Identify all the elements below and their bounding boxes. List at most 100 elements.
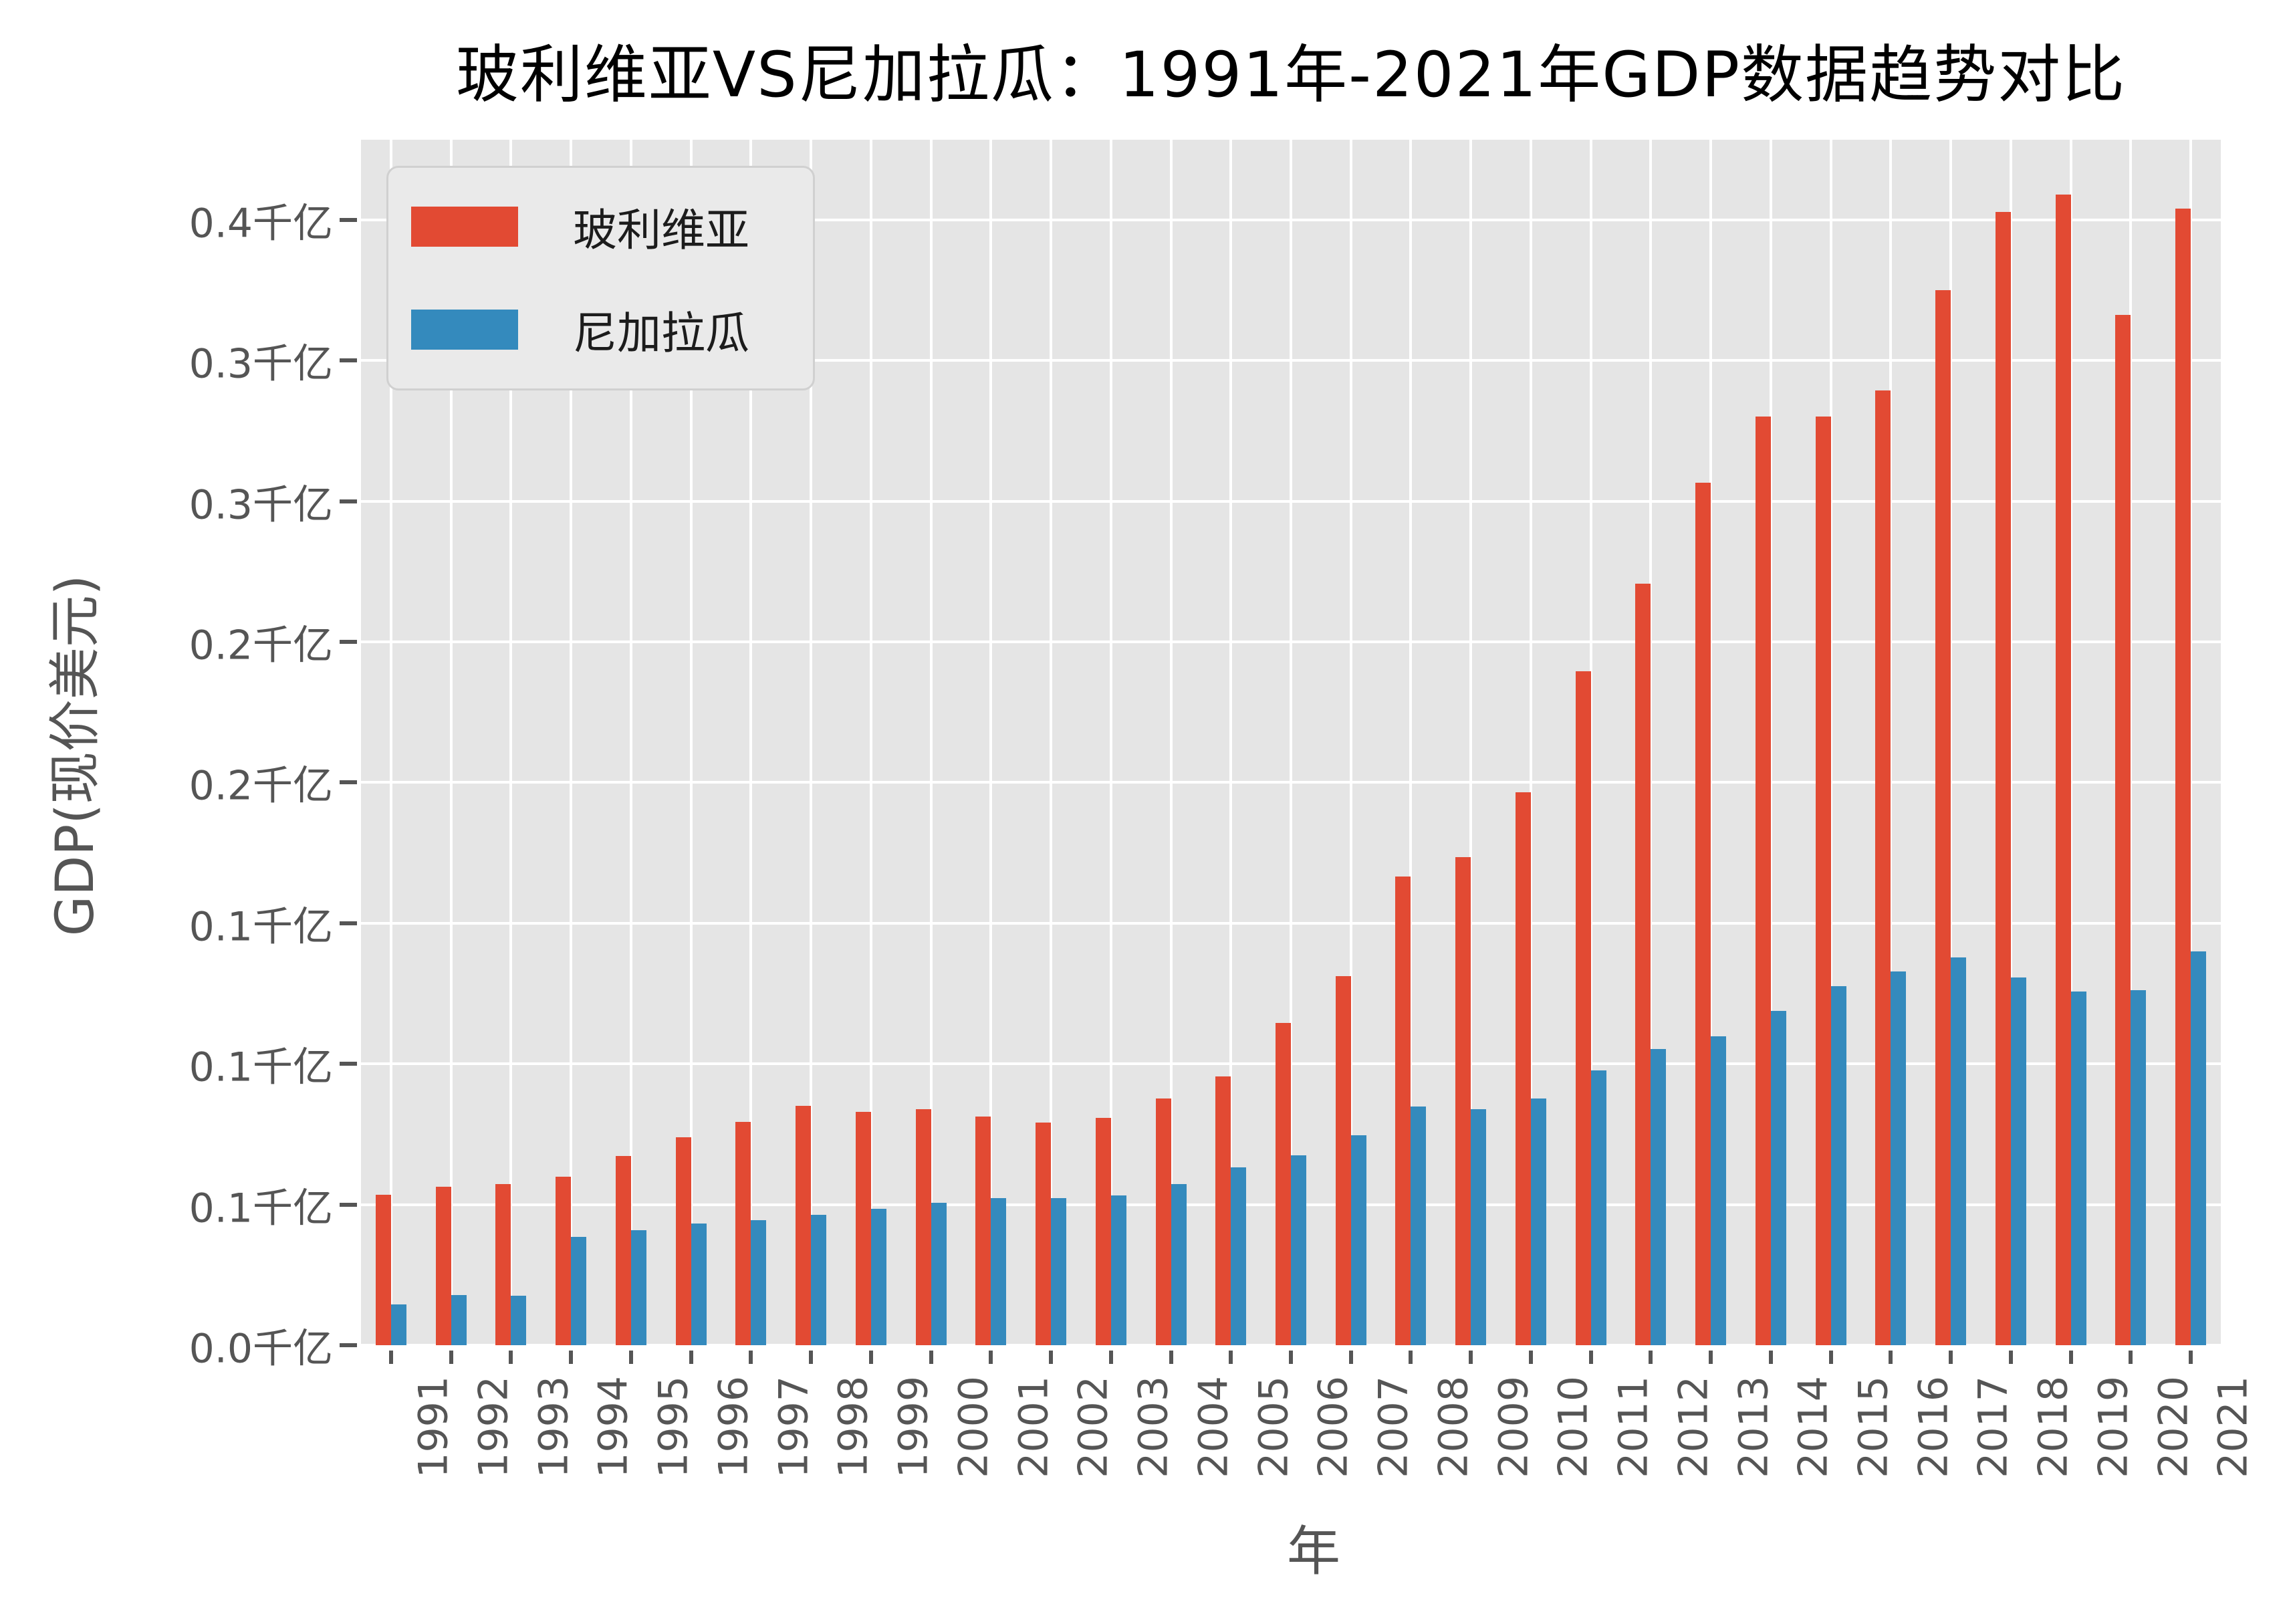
x-axis-title: 年 <box>1287 1520 1340 1583</box>
x-tick-label-1997: 1997 <box>770 1376 818 1478</box>
vertical-gridline-2005 <box>1229 140 1233 1345</box>
x-tick-mark-2009 <box>1469 1351 1473 1364</box>
x-tick-mark-1997 <box>749 1351 753 1364</box>
x-tick-mark-2018 <box>2008 1351 2013 1364</box>
x-tick-label-1999: 1999 <box>890 1376 937 1478</box>
vertical-gridline-2016 <box>1889 140 1893 1345</box>
x-tick-mark-2019 <box>2068 1351 2073 1364</box>
legend-item-bolivia: 玻利维亚 <box>411 195 749 259</box>
bar-nicaragua-2012 <box>1651 1048 1667 1345</box>
y-tick-label-0.3: 0.3千亿 <box>189 481 333 529</box>
y-tick-label-0.1: 0.1千亿 <box>189 1044 333 1091</box>
vertical-gridline-1995 <box>629 140 632 1345</box>
vertical-gridline-2020 <box>2129 140 2133 1345</box>
x-tick-mark-1993 <box>509 1351 513 1364</box>
bar-bolivia-2003 <box>1095 1118 1111 1345</box>
y-tick-label-0.4: 0.4千亿 <box>189 200 333 247</box>
vertical-gridline-2021 <box>2189 140 2193 1345</box>
x-tick-mark-1994 <box>569 1351 574 1364</box>
x-tick-mark-2008 <box>1409 1351 1413 1364</box>
horizontal-gridline-0.1 <box>361 1062 2221 1066</box>
vertical-gridline-1996 <box>689 140 693 1345</box>
vertical-gridline-2000 <box>929 140 933 1345</box>
bar-nicaragua-2006 <box>1291 1155 1306 1345</box>
x-tick-label-1991: 1991 <box>410 1376 457 1478</box>
legend-label-bolivia: 玻利维亚 <box>573 205 749 256</box>
vertical-gridline-2006 <box>1290 140 1292 1345</box>
x-tick-mark-2017 <box>1949 1351 1953 1364</box>
bar-nicaragua-2004 <box>1171 1184 1187 1345</box>
x-tick-label-2005: 2005 <box>1250 1376 1298 1478</box>
bar-bolivia-2007 <box>1335 975 1351 1345</box>
x-tick-mark-1992 <box>449 1351 453 1364</box>
vertical-gridline-2012 <box>1649 140 1653 1345</box>
y-tick-mark-0.15 <box>340 921 357 925</box>
horizontal-gridline-0.4 <box>361 218 2221 221</box>
bar-bolivia-2016 <box>1875 390 1891 1345</box>
y-tick-mark-0.35 <box>340 358 357 363</box>
bar-bolivia-2015 <box>1815 417 1831 1345</box>
bar-bolivia-2008 <box>1395 876 1411 1345</box>
bar-nicaragua-2020 <box>2131 990 2147 1345</box>
bar-bolivia-1991 <box>375 1195 391 1345</box>
bar-bolivia-1992 <box>435 1186 451 1345</box>
bar-nicaragua-2013 <box>1711 1036 1727 1345</box>
bar-nicaragua-2010 <box>1530 1098 1546 1345</box>
bar-nicaragua-1998 <box>811 1215 827 1345</box>
x-tick-label-2021: 2021 <box>2210 1376 2258 1478</box>
y-tick-mark-0.3 <box>340 499 357 503</box>
legend-swatch-bolivia-icon <box>411 207 518 247</box>
legend-item-nicaragua: 尼加拉瓜 <box>411 298 749 362</box>
x-tick-mark-1999 <box>868 1351 873 1364</box>
bar-nicaragua-2007 <box>1350 1135 1366 1345</box>
bar-nicaragua-1994 <box>571 1236 587 1345</box>
vertical-gridline-2002 <box>1050 140 1053 1345</box>
bar-bolivia-2005 <box>1215 1076 1231 1345</box>
bar-bolivia-2018 <box>1995 211 2011 1345</box>
x-tick-mark-2020 <box>2129 1351 2133 1364</box>
vertical-gridline-2017 <box>1949 140 1953 1345</box>
bar-bolivia-2010 <box>1515 792 1531 1345</box>
bar-nicaragua-2018 <box>2010 977 2026 1345</box>
bar-nicaragua-2017 <box>1951 957 1967 1345</box>
y-tick-label-0.25: 0.2千亿 <box>189 622 333 669</box>
x-tick-label-2006: 2006 <box>1310 1376 1357 1478</box>
legend: 玻利维亚 尼加拉瓜 <box>386 166 815 390</box>
x-tick-label-2011: 2011 <box>1610 1376 1657 1478</box>
bar-nicaragua-1995 <box>630 1230 646 1345</box>
vertical-gridline-1993 <box>509 140 513 1345</box>
legend-label-nicaragua: 尼加拉瓜 <box>573 308 749 359</box>
bar-nicaragua-1993 <box>511 1295 527 1345</box>
y-tick-label-0.15: 0.1千亿 <box>189 903 333 951</box>
vertical-gridline-2001 <box>989 140 993 1345</box>
vertical-gridline-2009 <box>1469 140 1473 1345</box>
bar-bolivia-2001 <box>975 1116 991 1345</box>
bar-bolivia-1995 <box>615 1156 631 1345</box>
x-tick-label-2013: 2013 <box>1730 1376 1778 1478</box>
x-tick-mark-1998 <box>809 1351 814 1364</box>
bar-nicaragua-2005 <box>1231 1167 1247 1345</box>
x-tick-mark-2006 <box>1289 1351 1293 1364</box>
bar-nicaragua-2003 <box>1110 1195 1126 1345</box>
plot-area <box>361 140 2221 1347</box>
x-tick-mark-2004 <box>1169 1351 1173 1364</box>
x-tick-label-2016: 2016 <box>1910 1376 1957 1478</box>
bar-nicaragua-2002 <box>1051 1198 1067 1345</box>
y-tick-label-0.35: 0.3千亿 <box>189 340 333 388</box>
bar-nicaragua-2009 <box>1471 1109 1487 1345</box>
horizontal-gridline-0.35 <box>361 359 2221 362</box>
x-tick-mark-2015 <box>1828 1351 1833 1364</box>
horizontal-gridline-0.25 <box>361 641 2221 644</box>
x-tick-label-2000: 2000 <box>950 1376 997 1478</box>
x-tick-label-2002: 2002 <box>1070 1376 1118 1478</box>
x-tick-mark-2007 <box>1348 1351 1353 1364</box>
vertical-gridline-1997 <box>749 140 753 1345</box>
bar-bolivia-2014 <box>1755 417 1771 1345</box>
bar-nicaragua-1997 <box>751 1220 767 1345</box>
x-tick-label-2020: 2020 <box>2150 1376 2197 1478</box>
x-tick-mark-2003 <box>1108 1351 1113 1364</box>
x-tick-label-2015: 2015 <box>1850 1376 1897 1478</box>
bar-bolivia-2012 <box>1635 583 1651 1345</box>
vertical-gridline-1998 <box>810 140 813 1345</box>
x-tick-mark-2010 <box>1528 1351 1533 1364</box>
